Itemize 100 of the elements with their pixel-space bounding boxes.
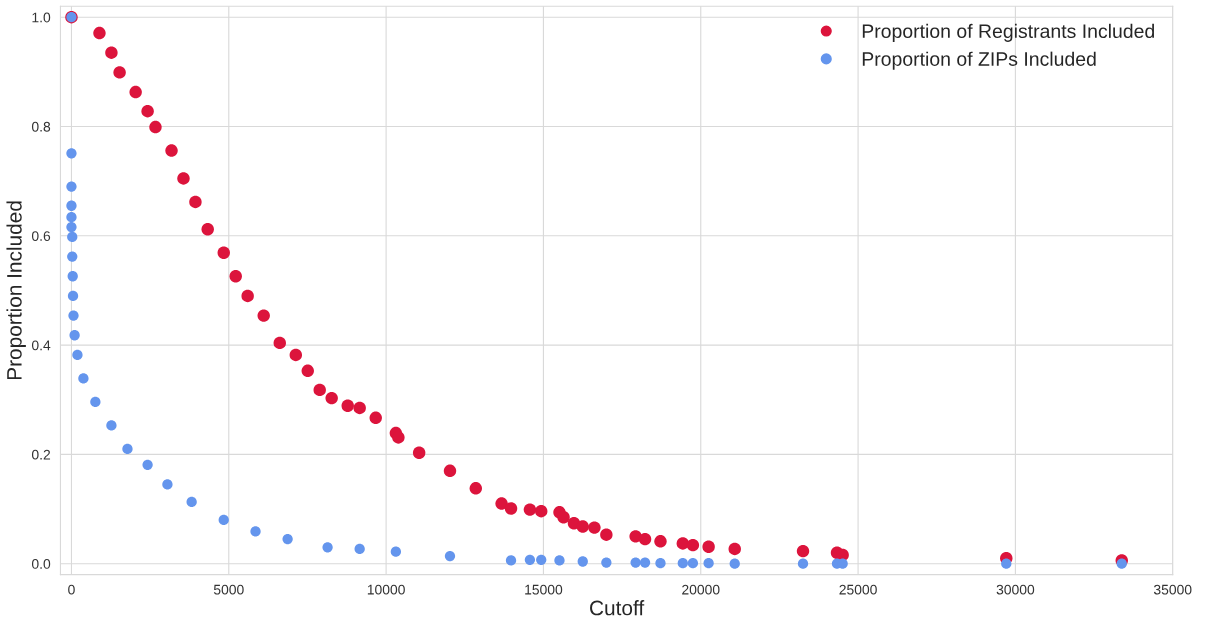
x-tick-label: 35000 [1153,584,1192,595]
point [504,502,518,515]
point [229,270,242,283]
point [67,231,78,243]
point [524,554,536,566]
point [1001,558,1012,569]
x-tick-label: 25000 [839,584,877,595]
point [354,543,365,555]
x-axis-title: Cutoff [590,600,645,616]
point [390,546,402,557]
point [241,289,254,303]
point [577,556,588,567]
point [392,431,405,444]
point [588,521,601,534]
point [113,66,126,79]
point [78,373,89,384]
point [554,555,565,566]
point [638,532,652,546]
x-tick-label: 5000 [213,584,244,595]
point [469,482,482,495]
x-tick-label: 0 [68,584,75,595]
point [443,464,457,477]
point [369,411,382,424]
point [536,554,547,566]
legend-label: Proportion of ZIPs Included [862,51,1096,70]
point [165,144,178,157]
point [218,514,229,526]
point [67,251,78,262]
y-tick-label: 0.6 [31,231,51,241]
x-tick-label: 10000 [367,584,405,595]
point [576,520,589,533]
point [677,557,688,569]
point [129,85,142,99]
point [67,290,79,302]
point [162,479,173,490]
point [728,542,741,556]
point [257,309,270,322]
point [687,557,699,569]
point [412,446,426,459]
point [630,557,641,568]
point [72,349,83,361]
point [66,148,77,159]
point [66,221,77,233]
point [282,533,293,545]
point [201,223,214,236]
point [702,540,715,553]
point [105,46,118,59]
point [322,542,333,553]
point [69,330,80,341]
point [796,544,810,558]
y-tick-label: 0.8 [31,121,51,132]
point [325,391,338,405]
point [141,104,154,118]
point [639,557,651,568]
point [93,26,106,40]
y-tick-label: 1.0 [32,12,51,23]
point [341,399,354,412]
point [177,172,190,185]
point [1116,558,1127,569]
point [535,505,548,518]
point [142,459,153,470]
x-tick-label: 20000 [682,584,720,595]
point [703,557,714,569]
point [122,443,133,455]
point [655,557,666,569]
point [289,348,303,362]
y-axis-title: Proportion Included [6,201,26,380]
y-tick-label: 0.2 [31,449,51,460]
point [189,195,202,209]
point [505,555,517,566]
point [186,496,197,508]
point [797,558,809,569]
point [600,528,613,541]
legend-label: Proportion of Registrants Included [862,23,1154,42]
x-tick-label: 15000 [525,584,563,595]
point [301,364,314,377]
point [557,511,570,524]
point [654,535,667,548]
x-tick-label: 30000 [996,584,1035,595]
point [313,383,326,397]
point [273,336,286,350]
y-tick-label: 0.0 [31,559,51,569]
point [729,558,740,569]
point [601,557,612,568]
point [686,538,700,552]
point [90,396,101,408]
point [217,246,230,259]
point [68,310,79,321]
point [66,181,77,192]
point [66,212,77,223]
point [106,420,117,431]
point [495,497,508,510]
y-tick-label: 0.4 [31,340,51,351]
point [66,200,77,211]
point [523,503,537,516]
point [67,271,78,282]
point [353,401,366,415]
point [149,120,162,134]
point [444,550,456,562]
point [250,526,261,537]
